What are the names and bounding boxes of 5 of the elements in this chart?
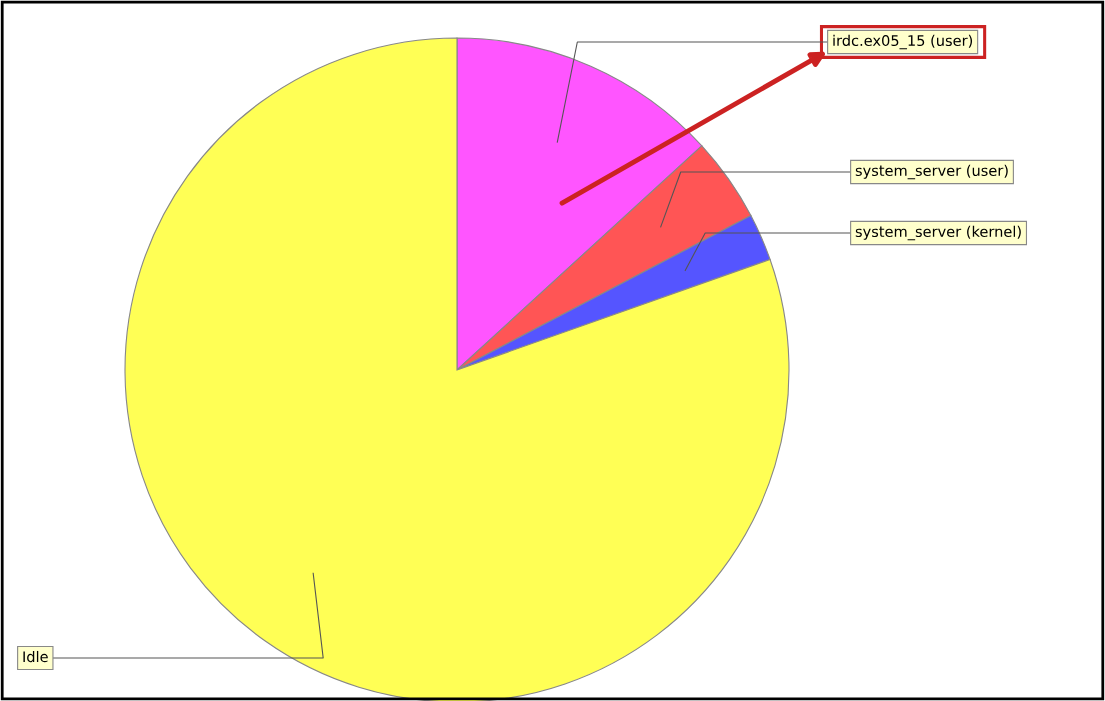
slice-label: system_server (kernel): [855, 225, 1021, 241]
slice-label: Idle: [23, 650, 48, 663]
slice-label: irdc.ex05_15 (user): [833, 34, 973, 50]
slice-label: system_server (user): [855, 164, 1008, 180]
pie-slice: [124, 37, 790, 701]
